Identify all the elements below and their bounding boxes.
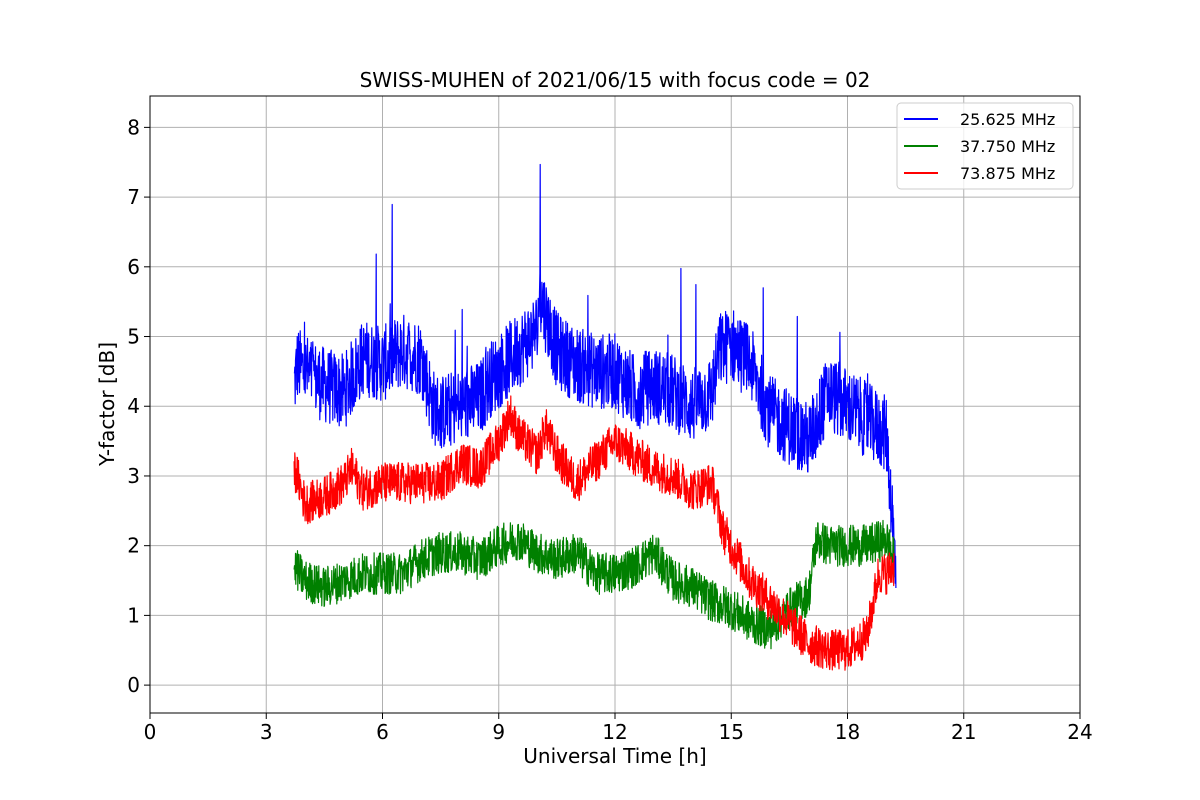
y-tick-label: 0 xyxy=(127,673,140,697)
y-tick-label: 7 xyxy=(127,185,140,209)
chart-title: SWISS-MUHEN of 2021/06/15 with focus cod… xyxy=(360,68,871,92)
x-tick-label: 9 xyxy=(492,720,505,744)
y-tick-label: 8 xyxy=(127,115,140,139)
x-tick-label: 6 xyxy=(376,720,389,744)
series-layer xyxy=(293,163,897,671)
y-tick-label: 5 xyxy=(127,325,140,349)
y-tick-label: 6 xyxy=(127,255,140,279)
y-tick-label: 2 xyxy=(127,534,140,558)
series-line-1 xyxy=(293,163,897,589)
legend-label-3: 73.875 MHz xyxy=(960,164,1055,183)
y-axis-label: Y-factor [dB] xyxy=(95,342,119,467)
legend-label-1: 25.625 MHz xyxy=(960,110,1055,129)
series-line-2 xyxy=(293,519,895,650)
y-tick-label: 1 xyxy=(127,603,140,627)
x-tick-label: 15 xyxy=(719,720,744,744)
x-tick-label: 24 xyxy=(1067,720,1092,744)
x-tick-label: 0 xyxy=(144,720,157,744)
x-tick-label: 18 xyxy=(835,720,860,744)
x-tick-label: 12 xyxy=(602,720,627,744)
legend-box xyxy=(896,102,1074,190)
x-tick-label: 3 xyxy=(260,720,273,744)
y-tick-label: 3 xyxy=(127,464,140,488)
y-tick-label: 4 xyxy=(127,394,140,418)
series-line-3 xyxy=(293,395,895,671)
x-axis-label: Universal Time [h] xyxy=(523,744,706,768)
legend-label-2: 37.750 MHz xyxy=(960,137,1055,156)
x-tick-label: 21 xyxy=(951,720,976,744)
legend: 25.625 MHz 37.750 MHz 73.875 MHz xyxy=(896,102,1074,190)
